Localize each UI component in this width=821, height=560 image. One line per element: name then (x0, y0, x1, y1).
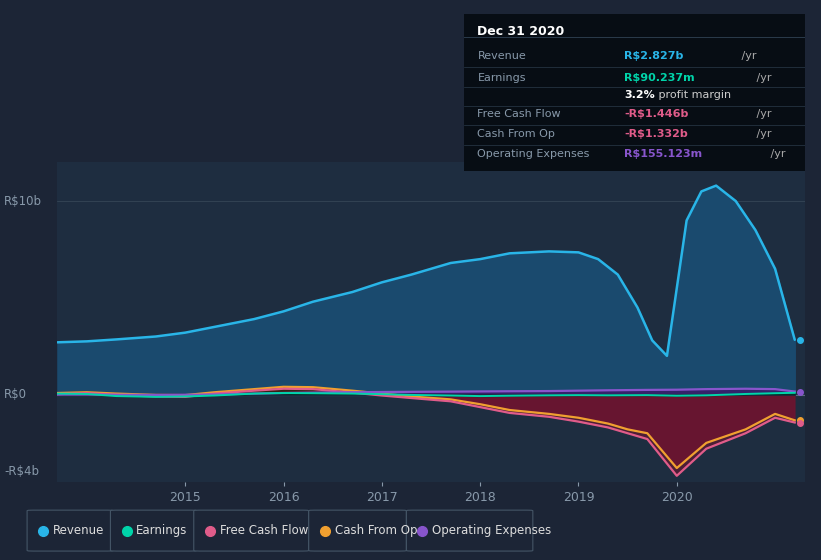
FancyBboxPatch shape (27, 510, 113, 551)
Text: /yr: /yr (753, 109, 771, 119)
Text: Free Cash Flow: Free Cash Flow (220, 524, 308, 537)
Text: Earnings: Earnings (478, 72, 526, 82)
Text: /yr: /yr (767, 148, 786, 158)
Text: /yr: /yr (738, 52, 757, 62)
Text: Cash From Op: Cash From Op (335, 524, 417, 537)
Text: Cash From Op: Cash From Op (478, 129, 555, 139)
Text: Free Cash Flow: Free Cash Flow (478, 109, 561, 119)
Text: R$2.827b: R$2.827b (624, 52, 683, 62)
Text: 3.2%: 3.2% (624, 90, 655, 100)
Text: -R$1.446b: -R$1.446b (624, 109, 688, 119)
Text: Revenue: Revenue (478, 52, 526, 62)
Text: R$0: R$0 (4, 388, 27, 401)
Text: Dec 31 2020: Dec 31 2020 (478, 25, 565, 38)
Text: R$10b: R$10b (4, 194, 42, 208)
FancyBboxPatch shape (309, 510, 406, 551)
FancyBboxPatch shape (110, 510, 197, 551)
Text: R$155.123m: R$155.123m (624, 148, 702, 158)
Text: -R$4b: -R$4b (4, 465, 39, 478)
FancyBboxPatch shape (194, 510, 309, 551)
Text: /yr: /yr (753, 129, 771, 139)
Text: profit margin: profit margin (654, 90, 731, 100)
Text: R$90.237m: R$90.237m (624, 72, 695, 82)
Text: Operating Expenses: Operating Expenses (433, 524, 552, 537)
Text: -R$1.332b: -R$1.332b (624, 129, 688, 139)
Text: /yr: /yr (753, 72, 771, 82)
FancyBboxPatch shape (406, 510, 533, 551)
Text: Operating Expenses: Operating Expenses (478, 148, 589, 158)
Text: Earnings: Earnings (136, 524, 188, 537)
Text: Revenue: Revenue (53, 524, 104, 537)
